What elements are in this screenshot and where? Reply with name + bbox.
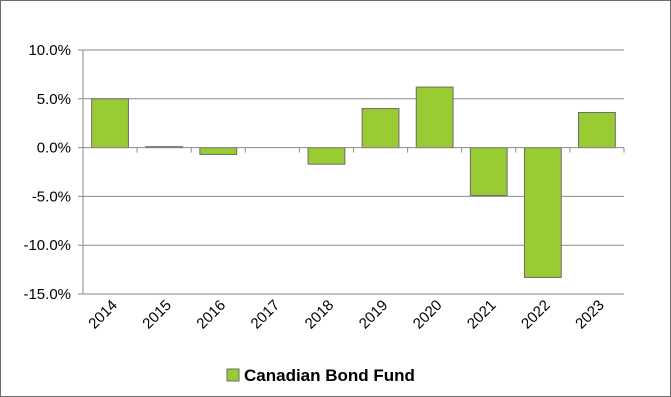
y-tick-label: 0.0% bbox=[37, 140, 71, 157]
x-tick-label: 2018 bbox=[302, 297, 338, 333]
bar-2022 bbox=[523, 147, 562, 278]
legend-swatch bbox=[226, 368, 240, 382]
bar-2016 bbox=[199, 147, 238, 155]
axes bbox=[78, 49, 625, 295]
x-tick-label: 2017 bbox=[248, 297, 284, 333]
x-tick-label: 2021 bbox=[464, 297, 500, 333]
x-tick-label: 2014 bbox=[85, 297, 121, 333]
y-tick-label: 10.0% bbox=[28, 42, 71, 59]
y-tick-label: -5.0% bbox=[32, 188, 71, 205]
legend-label: Canadian Bond Fund bbox=[244, 366, 415, 385]
bar-2023 bbox=[578, 111, 616, 149]
bar-2021 bbox=[469, 147, 508, 196]
bar-2018 bbox=[307, 147, 346, 165]
y-tick-label: -10.0% bbox=[23, 237, 71, 254]
x-tick-label: 2015 bbox=[139, 297, 175, 333]
x-tick-label: 2019 bbox=[356, 297, 392, 333]
y-axis-tick-labels: 10.0% 5.0% 0.0% -5.0% -10.0% -15.0% bbox=[23, 42, 71, 303]
y-tick-label: -15.0% bbox=[23, 286, 71, 303]
y-tick-label: 5.0% bbox=[37, 91, 71, 108]
legend: Canadian Bond Fund bbox=[226, 366, 415, 385]
x-tick-label: 2016 bbox=[193, 297, 229, 333]
x-axis-tick-labels: 2014 2015 2016 2017 2018 2019 2020 2021 2022 2023 bbox=[85, 297, 608, 333]
x-tick-label: 2020 bbox=[410, 297, 446, 333]
bars bbox=[91, 86, 616, 278]
x-tick-label: 2022 bbox=[518, 297, 554, 333]
x-tick-label: 2023 bbox=[572, 297, 608, 333]
bar-2014 bbox=[91, 98, 129, 149]
bar-2020 bbox=[415, 86, 454, 149]
bar-2019 bbox=[361, 108, 400, 149]
